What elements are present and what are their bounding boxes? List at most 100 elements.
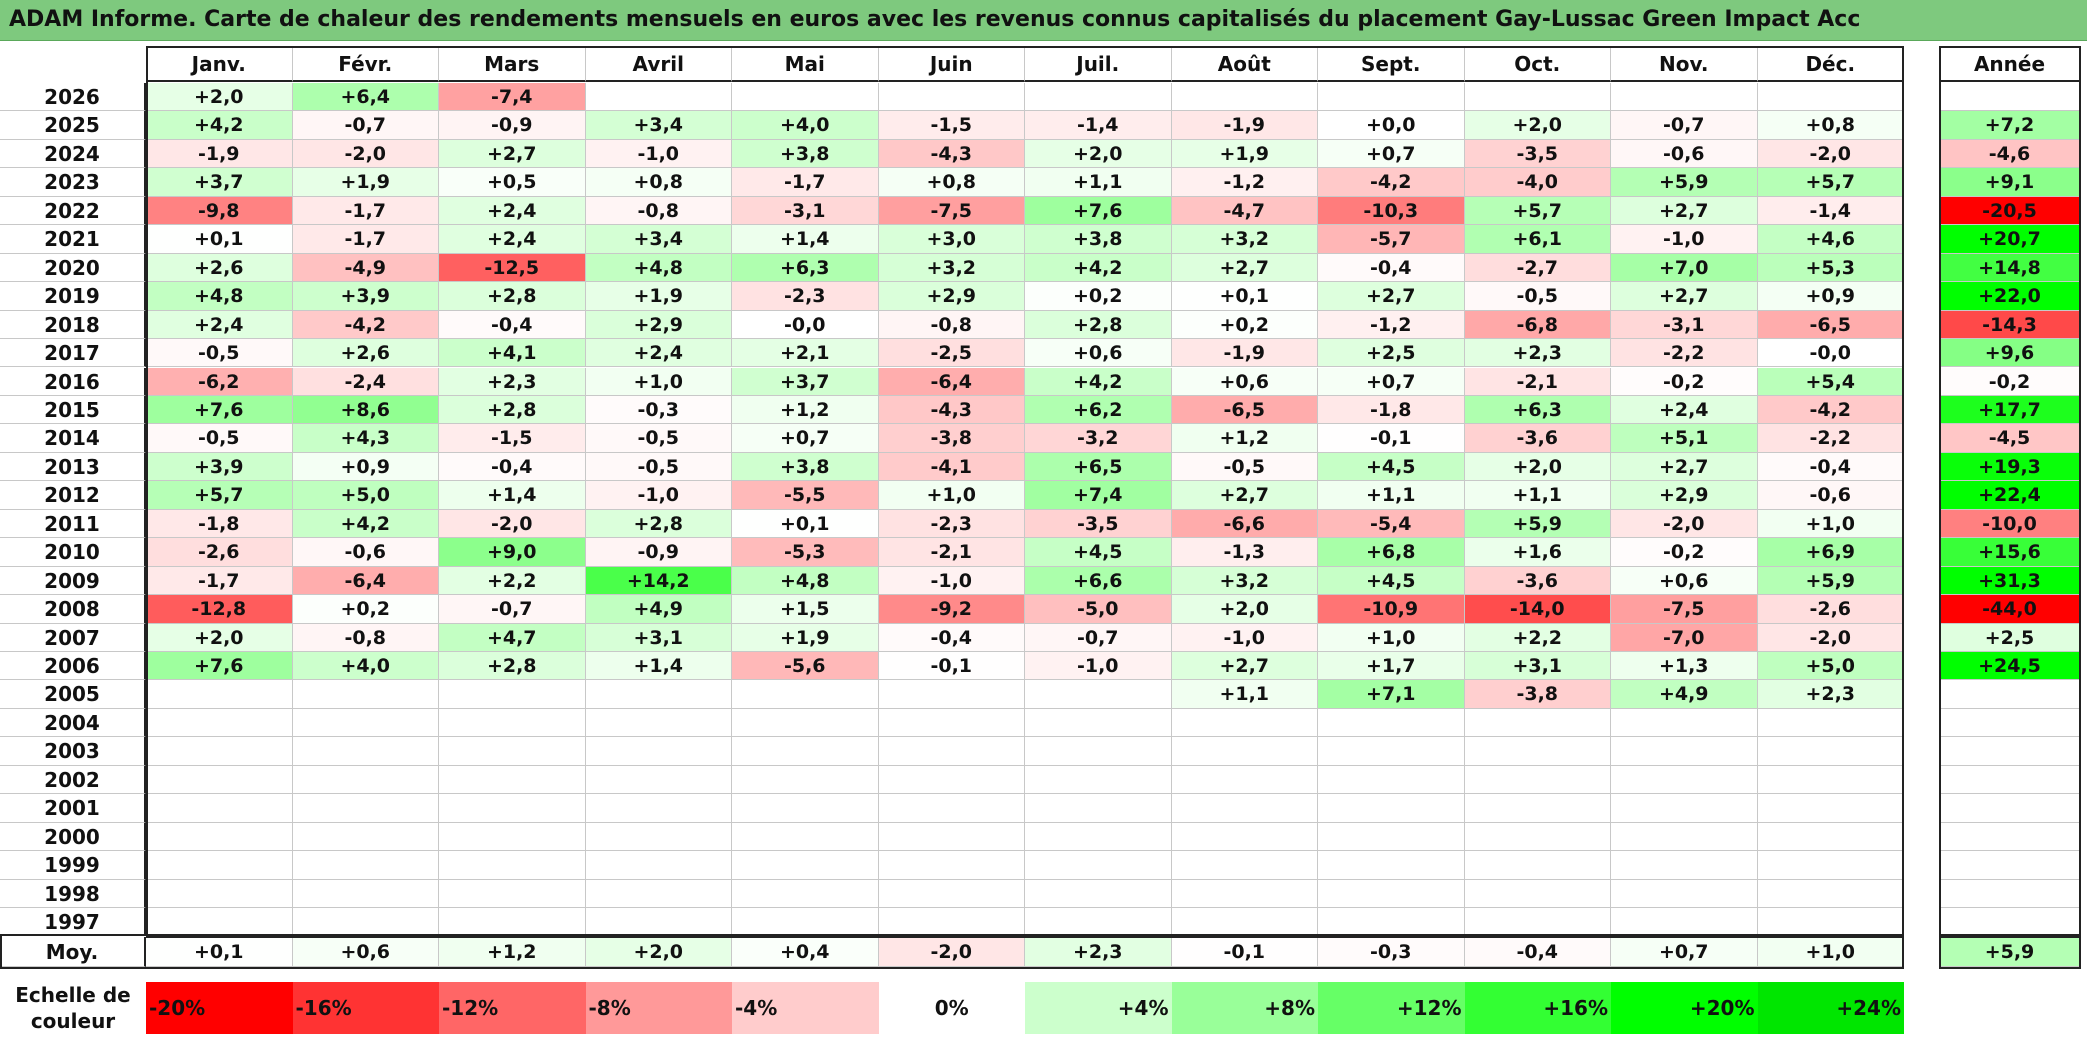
heatmap-cell [439, 908, 586, 937]
heatmap-cell: +2,4 [439, 196, 586, 226]
annual-cell: -20,5 [1939, 196, 2081, 226]
heatmap-cell: +0,0 [1318, 111, 1465, 140]
heatmap-cell: -12,5 [439, 253, 586, 283]
heatmap-cell [1611, 737, 1758, 766]
heatmap-cell [439, 765, 586, 795]
heatmap-cell [1025, 822, 1172, 852]
heatmap-cell: -4,2 [1757, 395, 1904, 425]
heatmap-cell: +1,9 [732, 623, 879, 652]
heatmap-cell: +4,5 [1318, 452, 1465, 482]
heatmap-cell: +6,6 [1025, 566, 1172, 596]
heatmap-cell [585, 680, 732, 709]
average-cell: +0,6 [292, 937, 439, 967]
heatmap-cell: +2,0 [1464, 452, 1611, 482]
heatmap-cell [146, 708, 293, 738]
heatmap-cell [1025, 765, 1172, 795]
heatmap-cell [878, 737, 1025, 766]
annual-cell: -4,5 [1939, 424, 2081, 453]
color-scale-swatch: -16% [292, 982, 439, 1034]
heatmap-cell [292, 908, 439, 937]
heatmap-cell: +2,9 [878, 282, 1025, 311]
heatmap-cell: +5,4 [1757, 367, 1904, 396]
heatmap-cell [1464, 908, 1611, 937]
heatmap-cell: +1,2 [732, 395, 879, 425]
heatmap-cell: -2,6 [1757, 595, 1904, 624]
heatmap-cell: +2,7 [1318, 282, 1465, 311]
heatmap-cell: -5,6 [732, 652, 879, 681]
heatmap-cell: -10,9 [1318, 595, 1465, 624]
heatmap-cell [1464, 708, 1611, 738]
heatmap-cell [1611, 765, 1758, 795]
heatmap-cell [585, 794, 732, 823]
average-cell: +0,1 [146, 937, 293, 967]
heatmap-cell: +0,8 [1757, 111, 1904, 140]
month-header: Févr. [292, 46, 439, 82]
color-scale-swatch: -12% [439, 982, 586, 1034]
heatmap-cell: +4,0 [732, 111, 879, 140]
heatmap-cell: +1,4 [732, 225, 879, 254]
heatmap-cell: +1,4 [439, 481, 586, 510]
heatmap-cell: -1,0 [878, 566, 1025, 596]
heatmap-cell: +3,1 [1464, 652, 1611, 681]
heatmap-cell: +0,8 [878, 168, 1025, 197]
heatmap-cell: +2,6 [146, 253, 293, 283]
heatmap-cell: +2,0 [1464, 111, 1611, 140]
heatmap-cell: +2,0 [1171, 595, 1318, 624]
heatmap-cell: +4,8 [146, 282, 293, 311]
heatmap-cell: -4,1 [878, 452, 1025, 482]
heatmap-cell: +5,7 [1757, 168, 1904, 197]
heatmap-cell: -0,6 [1611, 139, 1758, 169]
heatmap-cell: -0,4 [878, 623, 1025, 652]
heatmap-cell: -1,0 [1171, 623, 1318, 652]
heatmap-cell: +4,8 [732, 566, 879, 596]
color-scale-swatch: -20% [146, 982, 293, 1034]
heatmap-cell: +2,8 [1025, 310, 1172, 340]
heatmap-cell [1318, 879, 1465, 909]
heatmap-cell: +0,9 [292, 452, 439, 482]
heatmap-cell: +3,2 [1171, 566, 1318, 596]
heatmap-cell: +1,9 [1171, 139, 1318, 169]
heatmap-cell: -2,0 [292, 139, 439, 169]
heatmap-cell: +6,4 [292, 83, 439, 112]
year-label: 1998 [0, 879, 146, 909]
heatmap-cell [1025, 879, 1172, 909]
heatmap-cell: -0,9 [585, 538, 732, 567]
heatmap-cell [1171, 822, 1318, 852]
heatmap-cell: +5,3 [1757, 253, 1904, 283]
heatmap-cell: -4,2 [292, 310, 439, 340]
annual-cell [1939, 765, 2081, 795]
annual-cell [1939, 851, 2081, 880]
heatmap-cell: -5,5 [732, 481, 879, 510]
heatmap-cell [878, 851, 1025, 880]
heatmap-cell: -6,5 [1171, 395, 1318, 425]
heatmap-cell: +3,1 [585, 623, 732, 652]
heatmap-cell: -2,0 [439, 509, 586, 539]
annual-cell: +2,5 [1939, 623, 2081, 652]
heatmap-cell: +2,7 [439, 139, 586, 169]
heatmap-cell: +3,8 [732, 452, 879, 482]
heatmap-cell: -0,1 [878, 652, 1025, 681]
year-label: 2011 [0, 509, 146, 539]
year-label: 2013 [0, 452, 146, 482]
heatmap-cell: +1,7 [1318, 652, 1465, 681]
average-cell: +1,0 [1757, 937, 1904, 967]
heatmap-cell: +6,1 [1464, 225, 1611, 254]
heatmap-cell [878, 708, 1025, 738]
heatmap-cell: -10,3 [1318, 196, 1465, 226]
annual-cell: +22,4 [1939, 481, 2081, 510]
heatmap-cell [878, 822, 1025, 852]
heatmap-cell: -9,8 [146, 196, 293, 226]
heatmap-cell: +4,5 [1025, 538, 1172, 567]
heatmap-cell: +2,4 [585, 339, 732, 368]
heatmap-cell: +1,9 [292, 168, 439, 197]
heatmap-cell: -0,3 [585, 395, 732, 425]
annual-cell [1939, 737, 2081, 766]
heatmap-cell: -3,8 [878, 424, 1025, 453]
heatmap-cell: -1,0 [1025, 652, 1172, 681]
average-cell: +0,4 [732, 937, 879, 967]
year-label: 2001 [0, 794, 146, 823]
heatmap-cell [1464, 737, 1611, 766]
heatmap-cell [439, 680, 586, 709]
heatmap-cell [878, 765, 1025, 795]
year-label: 2015 [0, 395, 146, 425]
